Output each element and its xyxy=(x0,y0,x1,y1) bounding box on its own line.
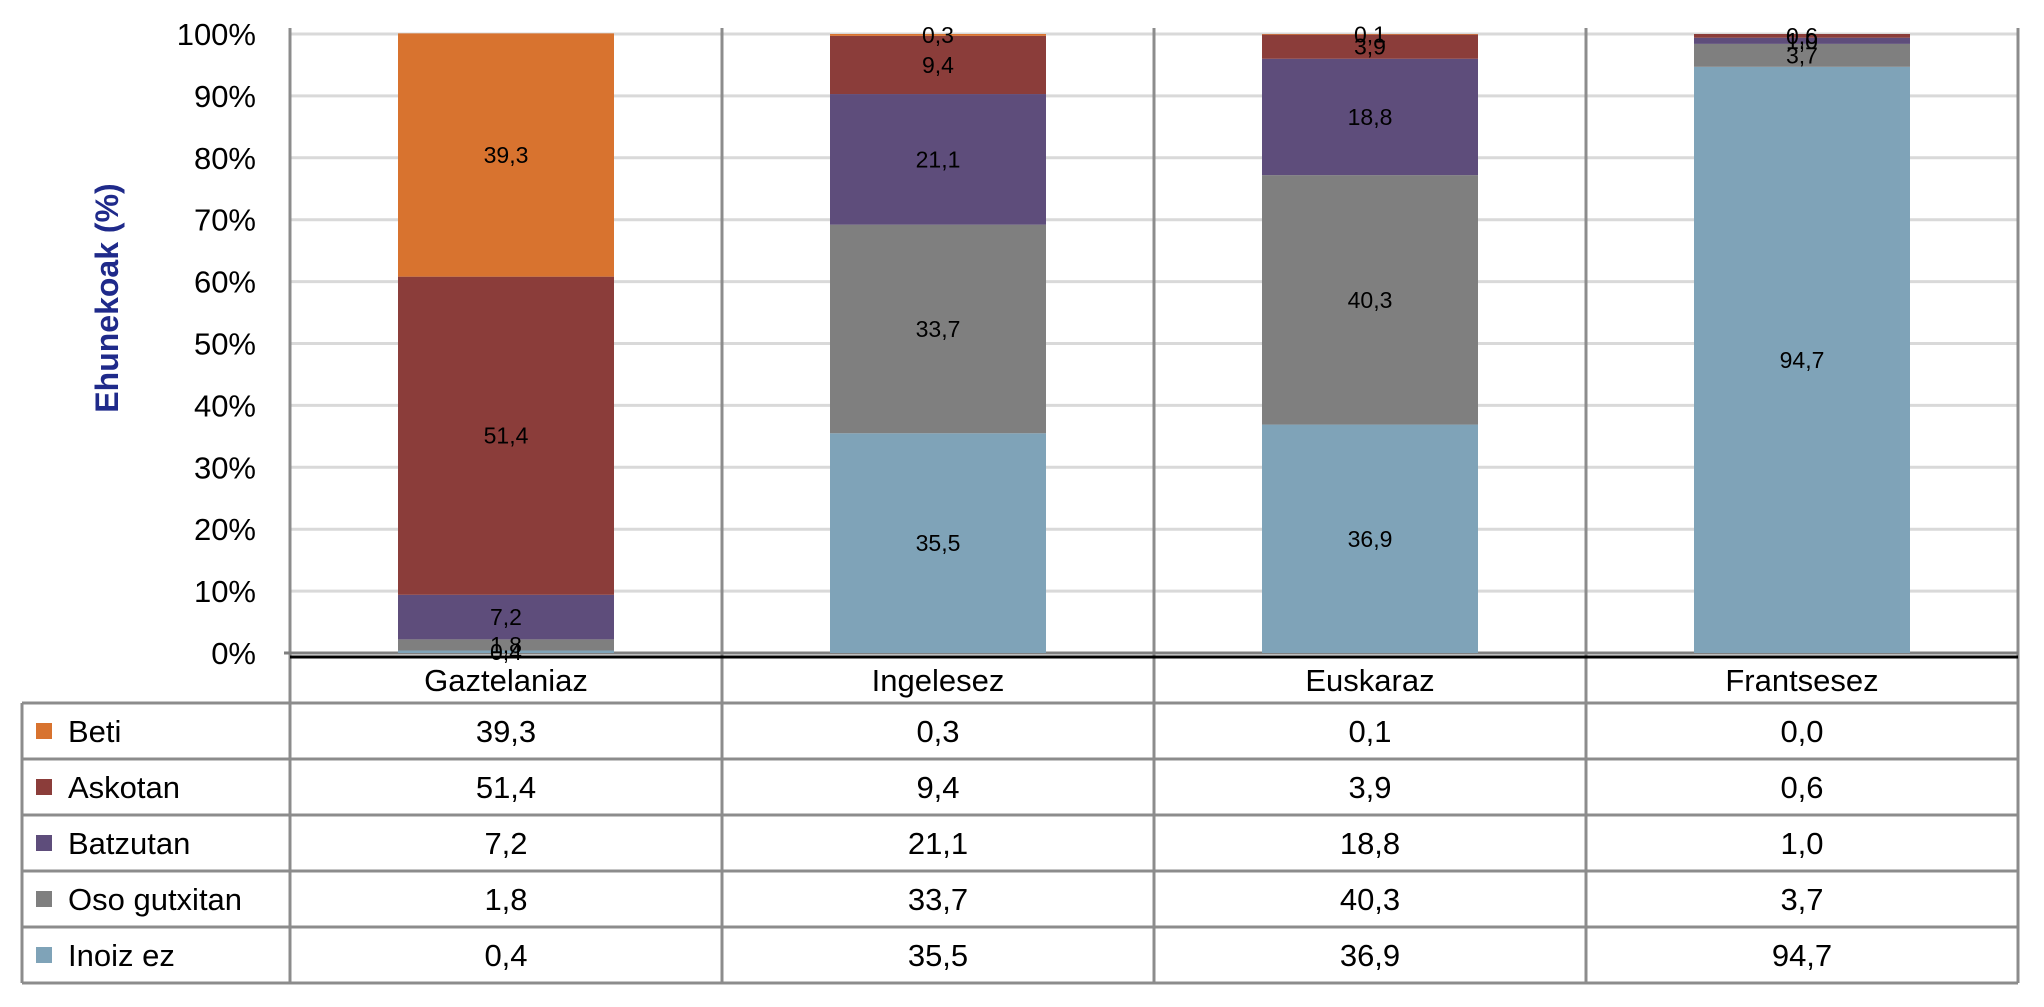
bar-segment xyxy=(1262,424,1478,653)
data-label: 21,1 xyxy=(916,146,961,172)
table-cell: 18,8 xyxy=(1340,826,1400,861)
data-label: 39,3 xyxy=(484,142,529,168)
table-cell: 94,7 xyxy=(1772,938,1832,973)
data-label: 3,7 xyxy=(1786,42,1818,68)
legend-label: Inoiz ez xyxy=(68,938,175,973)
bar-segment xyxy=(830,94,1046,225)
table-cell: 0,3 xyxy=(916,714,959,749)
legend-swatch xyxy=(36,947,52,963)
table-cell: 39,3 xyxy=(476,714,536,749)
data-label: 1,0 xyxy=(1786,28,1818,54)
data-label: 0,6 xyxy=(1786,23,1818,49)
table-cell: 0,6 xyxy=(1780,770,1823,805)
y-tick-label: 40% xyxy=(194,388,256,423)
bar-segment xyxy=(1694,43,1910,67)
bar-segment xyxy=(1694,37,1910,44)
table-cell: 3,9 xyxy=(1348,770,1391,805)
data-label: 18,8 xyxy=(1348,104,1393,130)
x-tick-label: Frantsesez xyxy=(1725,663,1878,698)
legend-swatch xyxy=(36,779,52,795)
data-table: Gaztelaniaz Ingelesez Euskaraz Frantsesez Be… xyxy=(20,663,2018,985)
legend-label: Askotan xyxy=(68,770,180,805)
data-label: 0,4 xyxy=(490,639,522,665)
table-cell: 0,0 xyxy=(1780,714,1823,749)
bar-segment xyxy=(398,639,614,651)
data-label: 3,9 xyxy=(1354,34,1386,60)
y-tick-label: 70% xyxy=(194,203,256,238)
table-cell: 21,1 xyxy=(908,826,968,861)
y-tick-label: 80% xyxy=(194,141,256,176)
data-label: 36,9 xyxy=(1348,526,1393,552)
data-labels: 0,41,87,2 51,4 39,3 35,5 33,7 21,1 9,4 0,3 36,9 4… xyxy=(484,21,1825,664)
y-tick-label: 100% xyxy=(177,17,256,52)
y-tick-label: 90% xyxy=(194,79,256,114)
bar-segment xyxy=(1694,34,1910,38)
bar-segment xyxy=(830,224,1046,434)
table-cell: 9,4 xyxy=(916,770,959,805)
data-label: 0,3 xyxy=(922,22,954,48)
data-label: 0,1 xyxy=(1354,21,1386,47)
y-tick-label: 10% xyxy=(194,574,256,609)
legend-label: Beti xyxy=(68,714,121,749)
x-tick-label: Euskaraz xyxy=(1305,663,1434,698)
y-tick-label: 50% xyxy=(194,327,256,362)
table-cell: 7,2 xyxy=(484,826,527,861)
bar-segment xyxy=(830,433,1046,653)
data-label: 40,3 xyxy=(1348,287,1393,313)
data-label: 9,4 xyxy=(922,52,954,78)
bar-segment xyxy=(398,650,614,653)
table-cell: 0,4 xyxy=(484,938,527,973)
y-tick-label: 30% xyxy=(194,450,256,485)
table-cell: 1,8 xyxy=(484,882,527,917)
bar-segment xyxy=(398,276,614,595)
legend-label: Batzutan xyxy=(68,826,190,861)
data-label: 7,2 xyxy=(490,604,522,630)
y-tick-label: 20% xyxy=(194,512,256,547)
bar-segment xyxy=(1262,34,1478,59)
table-cell: 0,1 xyxy=(1348,714,1391,749)
table-cell: 51,4 xyxy=(476,770,536,805)
data-label: 35,5 xyxy=(916,530,961,556)
table-cell: 36,9 xyxy=(1340,938,1400,973)
data-label: 1,8 xyxy=(490,632,522,658)
legend-label: Oso gutxitan xyxy=(68,882,242,917)
bars xyxy=(398,33,1910,653)
x-tick-label: Gaztelaniaz xyxy=(424,663,588,698)
bar-segment xyxy=(1262,175,1478,425)
bar-segment xyxy=(1262,34,1478,35)
data-label: 33,7 xyxy=(916,316,961,342)
data-label: 94,7 xyxy=(1780,347,1825,373)
table-cell: 35,5 xyxy=(908,938,968,973)
bar-segment xyxy=(398,33,614,277)
bar-segment xyxy=(1694,66,1910,653)
bar-segment xyxy=(398,594,614,640)
table-cell: 3,7 xyxy=(1780,882,1823,917)
legend-swatch xyxy=(36,835,52,851)
x-tick-label: Ingelesez xyxy=(872,663,1005,698)
y-axis-label: Ehunekoak (%) xyxy=(89,183,125,412)
data-label: 51,4 xyxy=(484,423,529,449)
table-cell: 33,7 xyxy=(908,882,968,917)
legend-swatch xyxy=(36,891,52,907)
bar-segment xyxy=(830,35,1046,95)
bar-segment xyxy=(1262,58,1478,176)
y-tick-label: 0% xyxy=(211,636,256,671)
y-axis: 0% 10% 20% 30% 40% 50% 60% 70% 80% 90% 100% xyxy=(177,17,256,671)
bar-segment xyxy=(830,34,1046,36)
legend-swatch xyxy=(36,723,52,739)
table-cell: 1,0 xyxy=(1780,826,1823,861)
y-tick-label: 60% xyxy=(194,265,256,300)
table-cell: 40,3 xyxy=(1340,882,1400,917)
